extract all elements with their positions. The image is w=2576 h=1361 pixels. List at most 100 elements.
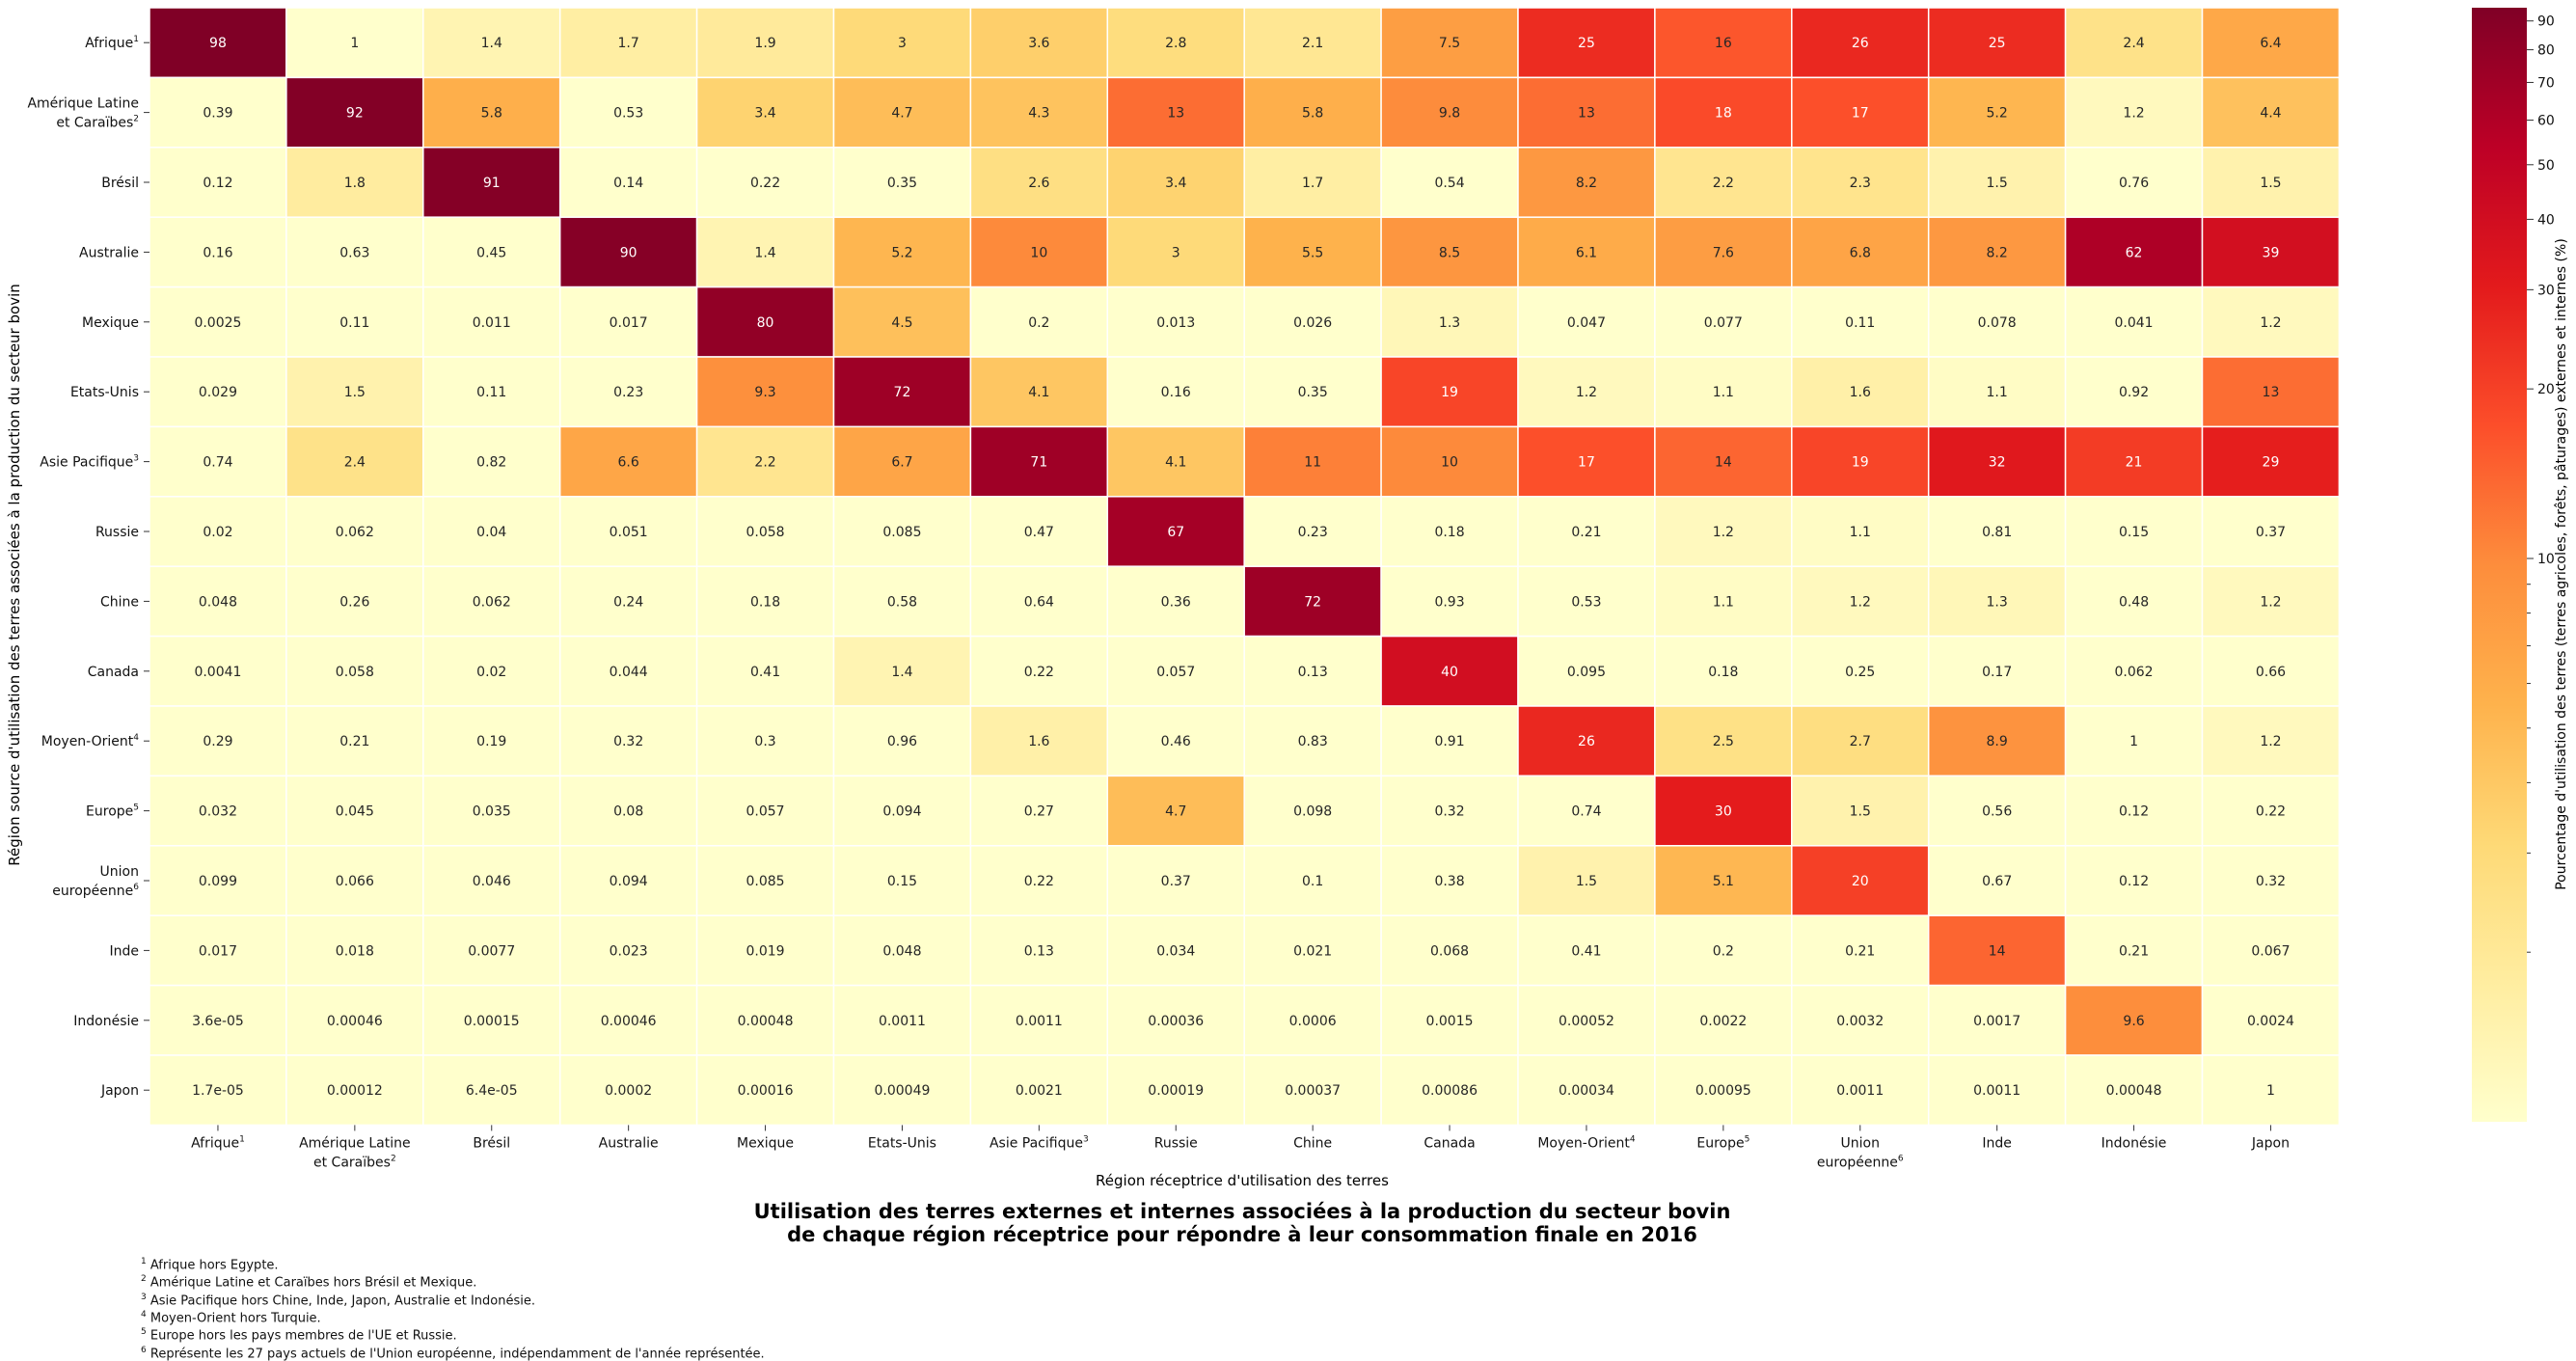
cell-value-label: 16	[1715, 36, 1732, 51]
heatmap-cell	[1106, 147, 1245, 218]
heatmap-cells: 98 1 1.4 1.7 1.9 3 3.6 2.8 2.1 7.5 25 16 26 25 2.4 6.4 0…	[149, 7, 2341, 1127]
heatmap-cell	[1654, 635, 1793, 707]
cell-value-label: 5.1	[1713, 874, 1734, 889]
footnote-4: 4 Moyen-Orient hors Turquie.	[141, 1309, 321, 1326]
cell-value-label: 0.077	[1704, 315, 1743, 331]
colorbar-tick-label: 50	[2537, 158, 2555, 174]
cell-value-label: 4.1	[1165, 455, 1186, 471]
cell-value-label: 0.35	[887, 176, 917, 191]
cell-value-label: 0.018	[336, 943, 374, 959]
cell-value-label: 0.041	[2115, 315, 2154, 331]
heatmap-cell	[422, 216, 561, 288]
cell-value-label: 1.3	[1987, 594, 2008, 610]
cell-value-label: 1.1	[1713, 385, 1734, 400]
cell-value-label: 0.19	[476, 734, 506, 749]
heatmap-cell	[422, 496, 561, 567]
heatmap-cell	[149, 914, 287, 987]
cell-value-label: 0.0024	[2247, 1014, 2294, 1029]
heatmap-cell	[1517, 565, 1656, 638]
heatmap-cell	[1791, 705, 1930, 777]
y-tick-label-europe: Europe5	[86, 803, 139, 820]
heatmap-cell	[1927, 565, 2067, 638]
heatmap-cell	[1380, 984, 1519, 1056]
cell-value-label: 0.46	[1161, 734, 1191, 749]
heatmap-cell	[2201, 565, 2341, 638]
cell-value-label: 2.4	[2123, 36, 2144, 51]
x-tick-label-asie-pacifique: Asie Pacifique3	[990, 1134, 1089, 1151]
heatmap-cell	[1380, 635, 1519, 707]
y-tick-labels: Afrique1 Amérique Latine et Caraïbes2 Brési…	[27, 35, 149, 1099]
cell-value-label: 0.032	[199, 804, 237, 820]
cell-value-label: 0.047	[1567, 315, 1606, 331]
heatmap-cell	[695, 984, 835, 1056]
cell-value-label: 0.0011	[1836, 1083, 1884, 1099]
cell-value-label: 9.6	[2123, 1014, 2144, 1029]
heatmap-cell	[285, 425, 424, 498]
cell-value-label: 0.0011	[879, 1014, 926, 1029]
cell-value-label: 1.2	[1576, 385, 1597, 400]
heatmap-cell	[149, 705, 287, 777]
cell-value-label: 0.82	[476, 455, 506, 471]
heatmap-cell	[1517, 216, 1656, 288]
cell-value-label: 0.13	[1298, 665, 1328, 680]
cell-value-label: 1.5	[2260, 176, 2281, 191]
cell-value-label: 0.29	[203, 734, 232, 749]
heatmap-cell	[832, 635, 972, 707]
heatmap-cell	[285, 845, 424, 916]
heatmap-cell	[832, 286, 972, 358]
cell-value-label: 62	[2126, 245, 2143, 260]
cell-value-label: 4.7	[1165, 804, 1186, 820]
cell-value-label: 0.023	[610, 943, 648, 959]
colorbar-tick-label: 40	[2537, 212, 2555, 228]
cell-value-label: 0.17	[1982, 665, 2012, 680]
chart-title-line-1: Utilisation des terres externes et inter…	[754, 1200, 1731, 1223]
cell-value-label: 0.74	[203, 455, 232, 471]
heatmap-cell	[422, 845, 561, 916]
heatmap-cell	[149, 984, 287, 1056]
cell-value-label: 8.9	[1987, 734, 2008, 749]
x-axis-label: Région réceptrice d'utilisation des terr…	[1096, 1172, 1389, 1189]
heatmap-cell	[832, 76, 972, 149]
cell-value-label: 29	[2263, 455, 2280, 471]
heatmap-cell	[969, 845, 1109, 916]
heatmap-cell	[2201, 635, 2341, 707]
heatmap-cell	[1791, 286, 1930, 358]
cell-value-label: 0.00046	[327, 1014, 383, 1029]
heatmap-cell	[422, 76, 561, 149]
heatmap-cell	[149, 425, 287, 498]
cell-value-label: 13	[1578, 106, 1595, 122]
x-tick-label-bresil: Brésil	[473, 1135, 510, 1151]
cell-value-label: 80	[757, 315, 774, 331]
cell-value-label: 6.1	[1576, 245, 1597, 260]
y-tick-label-inde: Inde	[109, 943, 139, 959]
cell-value-label: 0.062	[336, 525, 374, 540]
heatmap-cell	[422, 705, 561, 777]
cell-value-label: 0.0006	[1289, 1014, 1337, 1029]
cell-value-label: 98	[209, 36, 227, 51]
cell-value-label: 25	[1989, 36, 2006, 51]
cell-value-label: 0.0022	[1699, 1014, 1747, 1029]
cell-value-label: 0.22	[1024, 874, 1054, 889]
heatmap-cell	[1654, 76, 1793, 149]
heatmap-cell	[1517, 1054, 1656, 1127]
cell-value-label: 0.00086	[1422, 1083, 1478, 1099]
heatmap-cell	[1243, 425, 1382, 498]
heatmap-cell	[1517, 635, 1656, 707]
y-tick-label-union-europeenne: européenne6	[52, 883, 139, 899]
heatmap-cell	[2064, 565, 2204, 638]
cell-value-label: 1.8	[344, 176, 366, 191]
heatmap-cell	[149, 565, 287, 638]
heatmap-cell	[1927, 286, 2067, 358]
cell-value-label: 2.7	[1850, 734, 1871, 749]
heatmap-cell	[149, 216, 287, 288]
cell-value-label: 10	[1441, 455, 1458, 471]
cell-value-label: 2.5	[1713, 734, 1734, 749]
heatmap-cell	[285, 216, 424, 288]
cell-value-label: 0.085	[882, 525, 921, 540]
cell-value-label: 20	[1852, 874, 1869, 889]
heatmap-cell	[1380, 845, 1519, 916]
heatmap-cell	[422, 914, 561, 987]
cell-value-label: 1.5	[1576, 874, 1597, 889]
cell-value-label: 1.1	[1713, 594, 1734, 610]
heatmap-cell	[2201, 1054, 2341, 1127]
